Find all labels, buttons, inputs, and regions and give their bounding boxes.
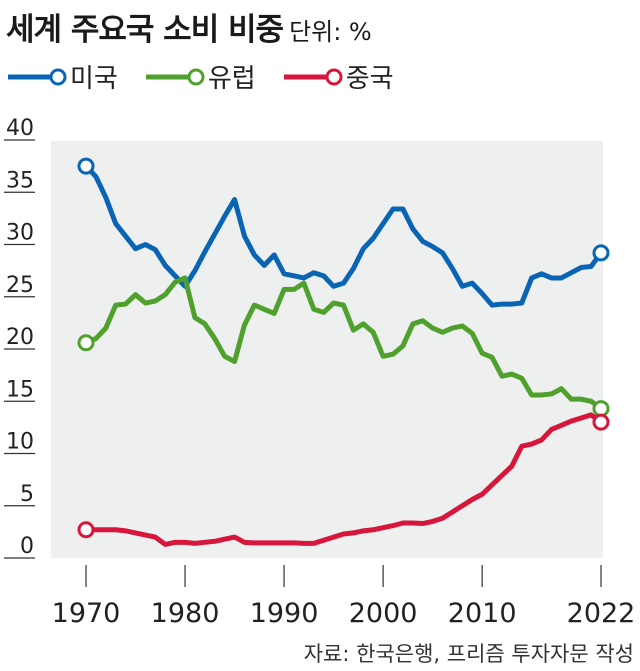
legend-label: 미국 bbox=[70, 64, 118, 94]
y-tick-label: 10 bbox=[6, 430, 34, 455]
legend-marker-europe-icon bbox=[145, 68, 205, 85]
series-line-0 bbox=[83, 163, 604, 308]
x-tick-label: 1990 bbox=[250, 598, 319, 629]
legend-label: 유럽 bbox=[207, 64, 256, 94]
x-tick-label: 2022 bbox=[567, 598, 636, 629]
x-tick-label: 2010 bbox=[448, 598, 517, 629]
title-text: 세계 주요국 소비 비중 bbox=[6, 12, 284, 48]
plot-background bbox=[51, 141, 603, 558]
y-tick-label: 20 bbox=[6, 325, 34, 350]
series-line-1 bbox=[83, 275, 604, 412]
y-tick-label: 30 bbox=[6, 221, 34, 246]
y-tick-label: 0 bbox=[20, 534, 34, 559]
series-start-marker-2 bbox=[77, 521, 95, 539]
y-tick-label: 25 bbox=[6, 273, 34, 298]
series-line-2 bbox=[83, 412, 604, 547]
legend-item-us: 미국 bbox=[6, 58, 118, 95]
legend-label: 중국 bbox=[345, 64, 394, 94]
series-start-marker-0 bbox=[77, 157, 95, 175]
series-end-marker-2 bbox=[592, 413, 610, 431]
series-end-marker-1 bbox=[592, 400, 610, 418]
series-end-marker-0 bbox=[592, 244, 610, 262]
unit-label: 단위: % bbox=[289, 18, 372, 46]
x-tick-label: 1970 bbox=[52, 598, 121, 629]
legend-item-europe: 유럽 bbox=[144, 58, 256, 95]
legend-marker-us-icon bbox=[8, 68, 67, 85]
x-tick-label: 1980 bbox=[151, 598, 220, 629]
y-tick-label: 35 bbox=[6, 168, 34, 193]
y-tick-label: 15 bbox=[6, 377, 34, 402]
chart-title: 세계 주요국 소비 비중 단위: % bbox=[6, 4, 372, 49]
series-start-marker-1 bbox=[77, 334, 95, 352]
y-tick-label: 5 bbox=[20, 482, 34, 507]
legend-marker-china-icon bbox=[283, 68, 343, 85]
legend: 미국 유럽 중국 bbox=[6, 58, 394, 95]
x-tick-label: 2000 bbox=[349, 598, 418, 629]
source-note: 자료: 한국은행, 프리즘 투자자문 작성 bbox=[303, 642, 634, 666]
y-tick-label: 40 bbox=[6, 116, 34, 141]
legend-item-china: 중국 bbox=[282, 58, 394, 95]
